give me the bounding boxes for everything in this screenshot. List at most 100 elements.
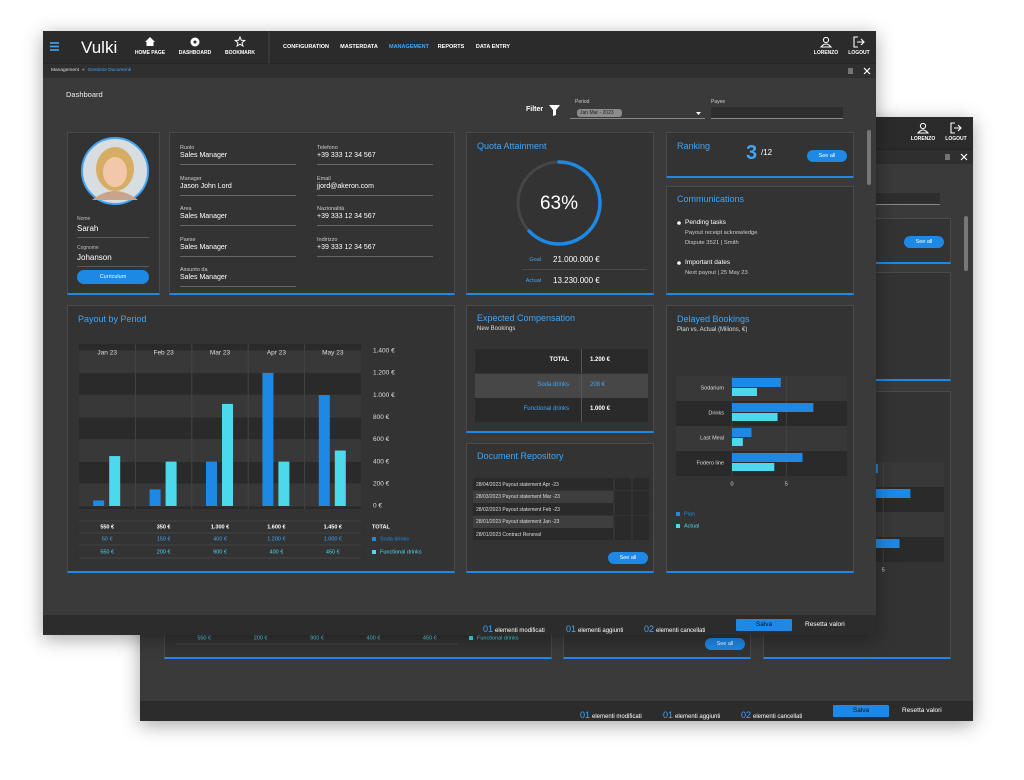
bar <box>318 395 330 506</box>
icon-cell[interactable] <box>615 515 631 528</box>
dropdown-arrow <box>696 112 701 115</box>
bar <box>165 461 177 506</box>
card-title: Document Repository <box>477 451 564 461</box>
bar <box>732 438 743 446</box>
y-tick-label: 200 € <box>373 481 390 488</box>
bar <box>149 489 161 506</box>
field-label: Assunto da <box>180 267 208 273</box>
see-all-button[interactable]: See all <box>904 236 944 248</box>
icon-cell[interactable] <box>615 528 631 540</box>
documents-card: Document Repository 28/04/2023 Payout sta… <box>466 443 654 573</box>
quota-card: Quota Attainment 63% Goal 21.000.000 € Actua… <box>466 132 654 295</box>
period-select[interactable] <box>570 107 705 119</box>
x-tick-label: 5 <box>882 567 885 573</box>
footer-item: 01 elementi aggiunti <box>566 619 623 635</box>
icon-cell[interactable] <box>633 515 649 528</box>
table-cell: 200 € <box>254 635 268 641</box>
document-name: 28/02/2023 Payout statement Feb -23 <box>476 506 560 513</box>
document-row: 28/01/2023 Payout statement Jan -23 <box>473 515 613 528</box>
menu-item[interactable]: DATA ENTRY <box>475 44 511 50</box>
menu-item[interactable]: REPORTS <box>437 44 465 50</box>
cell-divider <box>581 398 582 422</box>
field-underline <box>317 164 433 165</box>
field-value: +39 333 12 34 567 <box>317 152 376 159</box>
card-title: Ranking <box>677 141 711 151</box>
x-tick-label: Jan 23 <box>97 350 117 357</box>
see-all-button[interactable]: See all <box>705 638 745 650</box>
document-name: 28/01/2023 Contract Reneval <box>476 531 542 538</box>
field-underline <box>317 225 433 226</box>
y-tick-label: Sodarium <box>700 385 724 391</box>
field-label: Paese <box>180 237 196 243</box>
see-all-button[interactable]: See all <box>807 150 847 162</box>
plot-band <box>676 426 847 451</box>
bar <box>732 388 757 396</box>
menu-item[interactable]: MASTERDATA <box>340 44 378 50</box>
icon-cell[interactable] <box>633 478 649 490</box>
footer-item: 02 elementi cancellati <box>741 705 802 721</box>
bar <box>206 461 217 506</box>
logout-icon <box>950 122 962 134</box>
reset-button[interactable]: Resetta valori <box>902 707 942 714</box>
bullets <box>677 221 681 265</box>
bar <box>732 428 752 437</box>
icon-cell[interactable] <box>633 490 649 503</box>
curriculum-button[interactable]: Curriculum <box>77 270 149 284</box>
cell-divider <box>581 349 582 373</box>
breadcrumb-page: Gestione Documenti <box>87 68 132 73</box>
logout-label: LOGOUT <box>945 136 967 142</box>
field-underline <box>180 225 296 226</box>
plot-band <box>79 439 361 462</box>
table-cell: 400 € <box>270 549 284 555</box>
scrollbar <box>867 130 871 185</box>
menu-item[interactable]: CONFIGURATION <box>282 44 330 50</box>
shortcut-label: DASHBOARD <box>178 50 212 56</box>
bar <box>109 456 121 506</box>
icon-cell[interactable] <box>615 478 631 490</box>
see-all-button[interactable]: See all <box>608 552 648 564</box>
document-name: 28/04/2023 Payout statement Apr -23 <box>476 481 559 488</box>
field-underline <box>77 237 149 238</box>
delayed-card: Delayed Bookings Plan vs. Actual (Milions… <box>666 305 854 573</box>
field-label: Email <box>317 176 331 182</box>
icon-cell[interactable] <box>633 528 649 540</box>
user-icon-body <box>819 43 833 48</box>
legend-label: Actual <box>684 523 699 529</box>
avatar-face <box>103 157 127 187</box>
bar <box>732 378 781 387</box>
footer-text: elementi aggiunti <box>578 628 624 634</box>
save-button[interactable]: Salva <box>736 619 792 631</box>
item-line: Payout receipt acknowledge <box>685 230 758 236</box>
card-title: Quota Attainment <box>477 141 547 151</box>
y-tick-label: Drinks <box>708 410 724 416</box>
surname: Johanson <box>77 253 112 262</box>
footer-count: 02 <box>644 624 655 634</box>
icon-cell[interactable] <box>615 490 631 503</box>
user-icon <box>822 36 830 44</box>
y-tick-label: Fodero line <box>696 460 724 466</box>
bar <box>334 450 346 506</box>
compensation-card: Expected Compensation New Bookings TOTAL 1.… <box>466 305 654 433</box>
menu-item[interactable]: MANAGEMENT <box>388 44 430 50</box>
legend-swatch <box>469 636 473 640</box>
payee-select[interactable] <box>711 107 843 119</box>
bar <box>278 461 290 506</box>
legend-label: Functional drinks <box>380 549 422 555</box>
footer-bar: 01 elementi modificati 01 elementi aggiunti… <box>43 615 876 635</box>
reset-button[interactable]: Resetta valori <box>805 621 845 628</box>
x-tick-label: May 23 <box>322 350 344 357</box>
save-button[interactable]: Salva <box>833 705 889 717</box>
filter-label: Filter <box>526 106 544 113</box>
table-cell: 50 € <box>102 536 113 542</box>
field-underline <box>180 286 296 287</box>
bar <box>732 413 778 421</box>
field-label: Nazionalità <box>317 206 345 212</box>
field-value: Jason John Lord <box>180 183 232 190</box>
icon-cell[interactable] <box>633 503 649 515</box>
table-cell: 450 € <box>326 549 340 555</box>
actual-value: 13.230.000 € <box>553 276 600 285</box>
icon-cell[interactable] <box>615 503 631 515</box>
menu-icon-bar <box>50 49 59 51</box>
row-line <box>522 269 647 270</box>
y-tick-label: 0 € <box>373 503 382 510</box>
